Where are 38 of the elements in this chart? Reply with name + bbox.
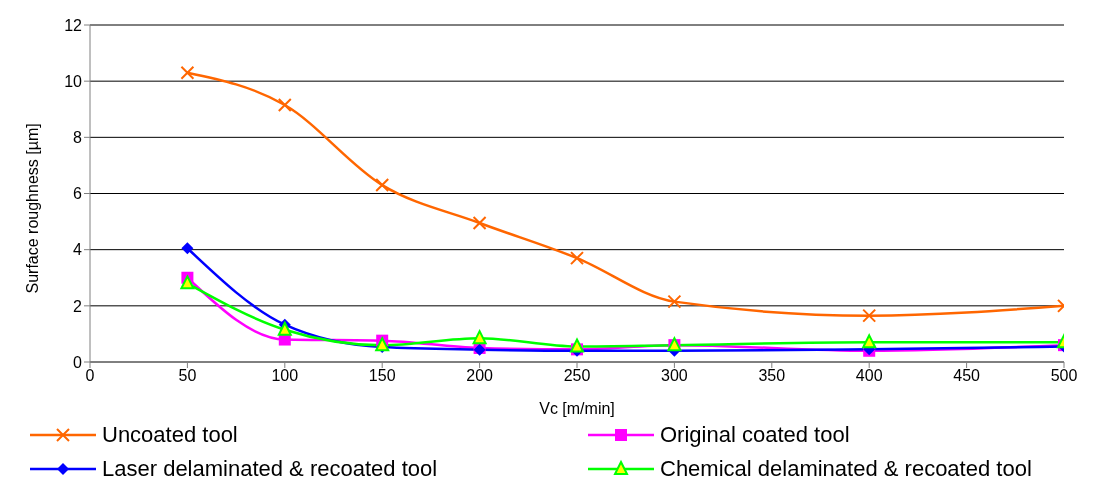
legend-label: Chemical delaminated & recoated tool [660, 456, 1032, 482]
x-tick-label: 50 [178, 367, 197, 385]
y-tick-label: 2 [73, 297, 83, 315]
x-tick-label: 250 [563, 367, 591, 385]
point [862, 334, 877, 349]
y-tick-label: 0 [73, 353, 83, 371]
x-tick-label: 100 [271, 367, 299, 385]
legend-label: Laser delaminated & recoated tool [102, 456, 438, 482]
legend-label: Uncoated tool [102, 422, 238, 448]
x-tick-label: 300 [661, 367, 688, 385]
y-tick-label: 8 [73, 129, 83, 147]
point [181, 242, 194, 255]
x-tick-label: 350 [758, 367, 786, 385]
y-tick-label: 4 [73, 241, 83, 259]
x-tick-label: 200 [466, 367, 494, 385]
point [180, 65, 195, 80]
point [472, 330, 487, 345]
point [570, 338, 584, 353]
x-tick-label: 400 [855, 367, 883, 385]
point [570, 251, 584, 266]
legend-label: Original coated tool [660, 422, 850, 448]
x-tick-label: 500 [1050, 367, 1078, 385]
point [375, 178, 390, 193]
point [277, 321, 292, 336]
point [862, 308, 877, 323]
y-tick-label: 10 [64, 72, 83, 90]
point [277, 98, 292, 113]
point [472, 215, 487, 230]
y-tick-label: 6 [73, 185, 83, 203]
point [667, 294, 682, 309]
x-tick-label: 150 [368, 367, 396, 385]
point [180, 275, 195, 290]
point [375, 337, 390, 352]
x-axis-title: Vc [m/min] [539, 400, 615, 417]
x-tick-label: 450 [953, 367, 981, 385]
y-axis-title: Surface roughness [µm] [23, 123, 41, 294]
x-tick-label: 0 [85, 367, 95, 385]
y-tick-label: 12 [64, 16, 83, 34]
